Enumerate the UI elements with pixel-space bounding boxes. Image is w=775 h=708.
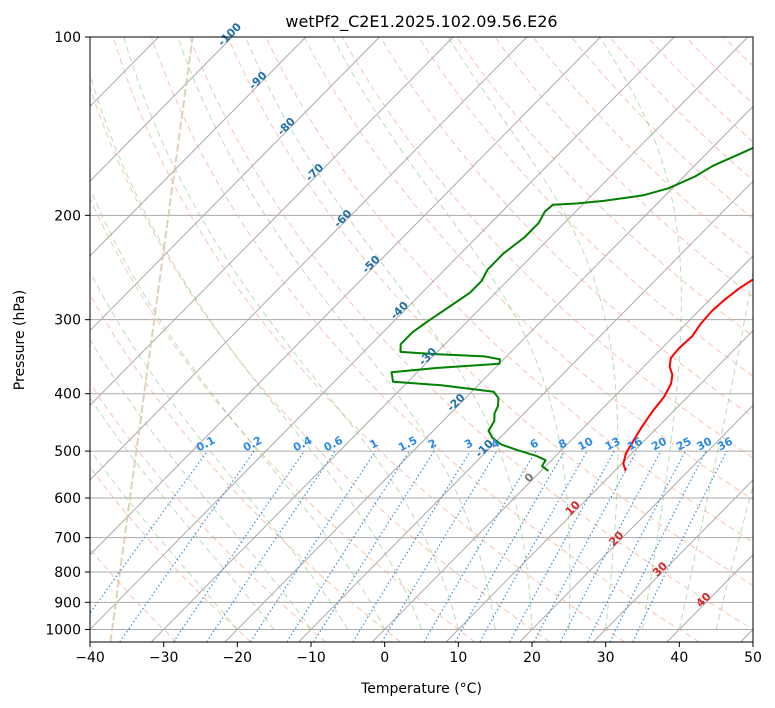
chart-title: wetPf2_C2E1.2025.102.09.56.E26 <box>285 12 557 32</box>
dry-adiabat-line <box>189 37 753 631</box>
x-tick-label: 30 <box>597 650 615 666</box>
y-tick-label: 100 <box>54 30 81 46</box>
y-tick-label: 1000 <box>45 622 81 638</box>
moist-adiabat-line <box>90 72 422 630</box>
mixing-ratio-line <box>313 450 435 642</box>
moist-adiabat-line <box>447 37 619 630</box>
dry-adiabat-line <box>418 37 753 377</box>
dry-adiabat-line <box>341 37 753 459</box>
isotherm-line <box>150 37 749 642</box>
isotherm-line <box>224 105 753 642</box>
dry-adiabat-line <box>265 37 753 543</box>
mixing-ratio-line <box>533 450 638 642</box>
dewpoint-line <box>390 146 753 472</box>
y-axis-title: Pressure (hPa) <box>12 290 28 390</box>
isotherm-line <box>371 255 753 642</box>
moist-adiabat-line <box>90 187 386 630</box>
dry-adiabat-line <box>90 197 476 642</box>
mixing-ratio-label: 20 <box>649 435 669 454</box>
x-tick-label: −40 <box>75 650 105 666</box>
mixing-ratio-line <box>479 450 588 642</box>
y-tick-label: 700 <box>54 531 81 547</box>
reference-curve <box>109 37 194 642</box>
moist-adiabat-line <box>90 448 238 630</box>
dry-adiabat-line <box>227 37 753 586</box>
y-tick-label: 400 <box>54 387 81 403</box>
isotherm-line <box>592 479 753 642</box>
dry-adiabat-line <box>570 37 753 220</box>
mixing-ratio-line <box>609 450 707 642</box>
plot-frame <box>89 36 754 643</box>
x-tick-label: −10 <box>296 650 326 666</box>
isotherm-line <box>90 37 528 481</box>
dry-adiabat-line <box>379 37 753 418</box>
mixing-ratio-label: 30 <box>695 435 715 454</box>
y-tick-label: 300 <box>54 313 81 329</box>
x-axis-title: Temperature (°C) <box>360 681 482 697</box>
dry-adiabat-line <box>151 37 700 642</box>
dry-adiabat-line <box>762 37 775 642</box>
mixing-ratio-line <box>90 450 208 615</box>
mixing-ratio-label: 10 <box>576 435 596 454</box>
y-tick-label: 900 <box>54 595 81 611</box>
mixing-ratio-line <box>632 450 728 642</box>
dry-adiabat-line <box>90 466 252 642</box>
x-tick-label: 0 <box>380 650 389 666</box>
isotherm-line <box>0 37 11 642</box>
isotherm-line <box>445 329 753 642</box>
isotherm-line <box>90 37 233 182</box>
mixing-ratio-line <box>249 450 377 642</box>
moist-adiabat-line <box>715 484 753 630</box>
x-tick-label: 20 <box>523 650 541 666</box>
moist-adiabat-line <box>599 37 682 630</box>
moist-adiabat-line <box>90 396 275 630</box>
mixing-ratio-line <box>509 450 615 642</box>
isotherm-line <box>519 404 753 642</box>
x-tick-label: −20 <box>223 650 253 666</box>
x-tick-label: −30 <box>149 650 179 666</box>
mixing-ratio-label: 16 <box>625 435 645 454</box>
y-tick-label: 200 <box>54 208 81 224</box>
mixing-ratio-line <box>381 450 498 642</box>
mixing-ratio-line <box>206 450 336 642</box>
x-tick-label: 40 <box>670 650 688 666</box>
mixing-ratio-line <box>119 450 255 642</box>
isotherm-line <box>90 37 380 332</box>
axes: −40 −30 −20 −10 0 10 20 30 40 50 100 200 300 400 500 60… <box>45 30 762 666</box>
mixing-ratio-line <box>286 450 410 642</box>
mixing-ratio-line <box>172 450 305 642</box>
x-tick-label: 10 <box>449 650 467 666</box>
moist-adiabat-line <box>332 37 571 630</box>
dry-adiabat-line <box>456 37 753 337</box>
moist-adiabat-line <box>244 37 533 630</box>
dry-adiabat-line <box>112 37 625 642</box>
moist-adiabat-line <box>177 37 496 630</box>
isotherm-line <box>90 37 307 257</box>
isotherm-line <box>90 37 601 556</box>
temperature-line <box>622 278 753 472</box>
dry-adiabat-line <box>90 293 401 642</box>
isotherm-line <box>90 37 454 407</box>
y-tick-label: 600 <box>54 491 81 507</box>
mixing-ratio-label: 13 <box>603 435 623 454</box>
y-tick-label: 500 <box>54 444 81 460</box>
mixing-ratio-label: 25 <box>674 435 694 454</box>
moist-adiabat-line <box>90 338 312 630</box>
background-lines <box>0 37 775 642</box>
isotherm-line <box>90 37 675 631</box>
y-tick-label: 800 <box>54 565 81 581</box>
mixing-ratio-label: 36 <box>715 435 735 454</box>
mixing-ratio-line <box>352 450 471 642</box>
x-tick-label: 50 <box>744 650 762 666</box>
dry-adiabat-line <box>532 37 753 259</box>
moist-adiabat-line <box>123 37 459 630</box>
profile-lines <box>390 146 753 472</box>
